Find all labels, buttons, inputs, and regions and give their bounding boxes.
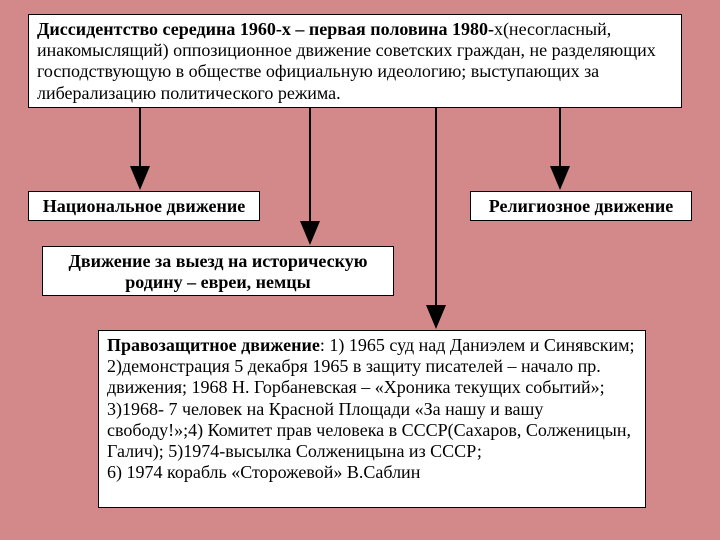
text-span: Религиозное движение	[489, 196, 674, 216]
main-definition-box: Диссидентство середина 1960-х – первая п…	[28, 14, 682, 108]
human-rights-movement-box: Правозащитное движение: 1) 1965 суд над …	[98, 330, 646, 508]
text-span: Национальное движение	[43, 196, 245, 216]
text-span: 6) 1974 корабль «Сторожевой» В.Саблин	[107, 462, 420, 482]
text-span: Движение за выезд на историческую родину…	[69, 251, 368, 292]
text-span: Правозащитное движение	[107, 335, 320, 355]
national-movement-box: Национальное движение	[28, 191, 260, 221]
religious-movement-box: Религиозное движение	[470, 191, 692, 221]
text-span: Диссидентство середина 1960-х – первая п…	[37, 19, 494, 39]
emigration-movement-box: Движение за выезд на историческую родину…	[42, 246, 394, 296]
